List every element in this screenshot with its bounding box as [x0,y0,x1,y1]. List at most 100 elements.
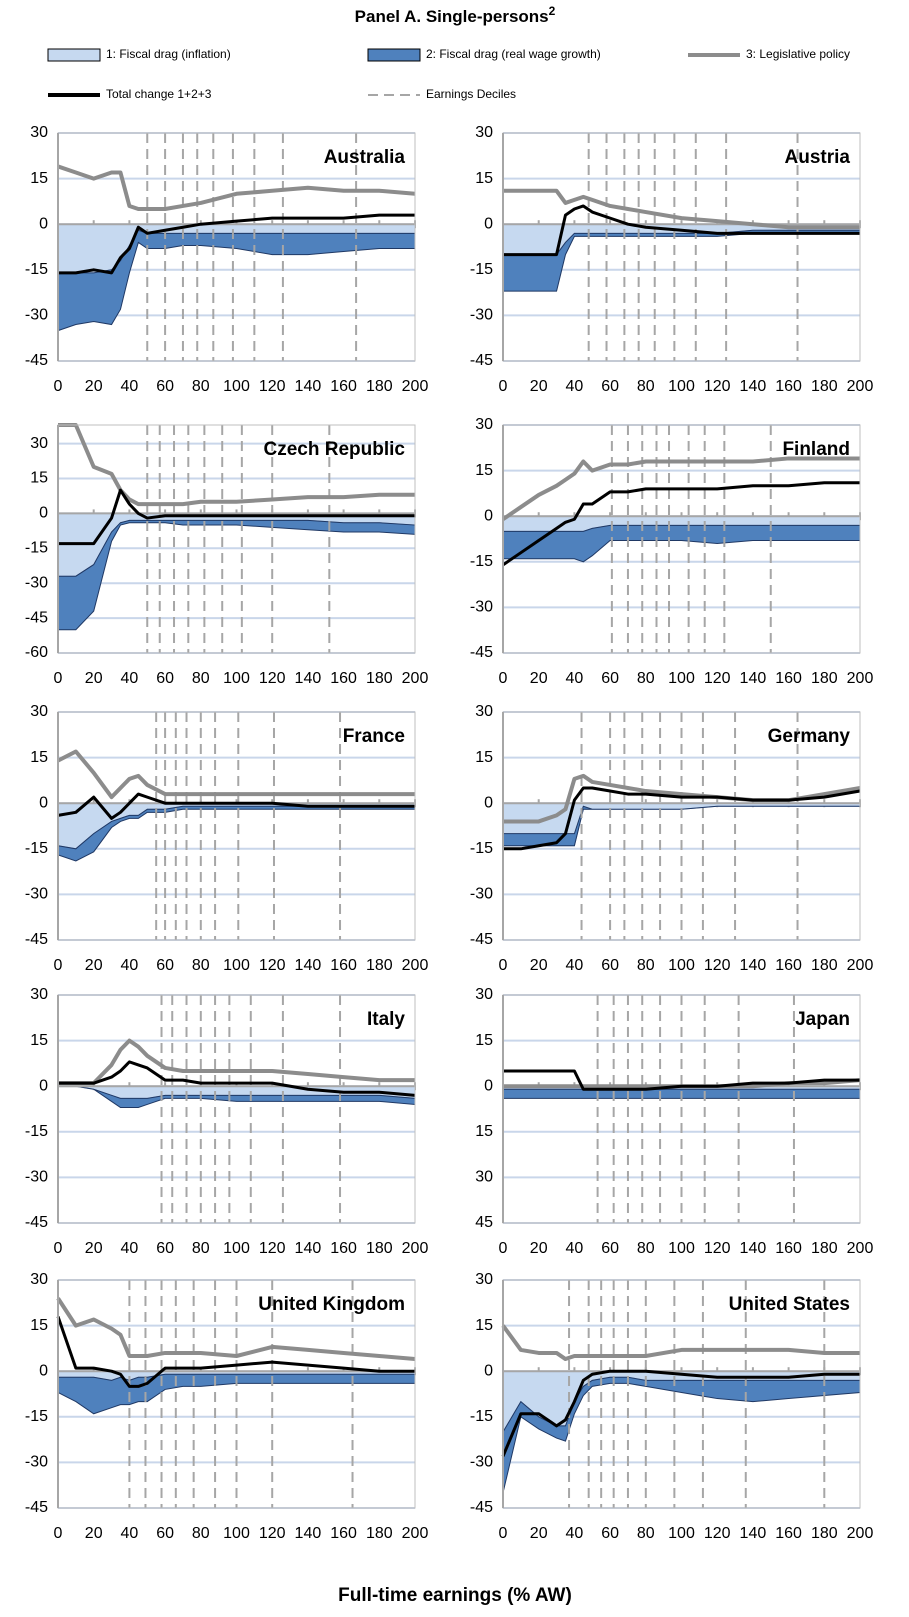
y-tick-label: 15 [30,1032,48,1049]
panel: -45 -30 -15 0 15 30 0 20 40 60 80 100 120 140 160 180 20… [470,124,874,395]
x-tick-label: 120 [259,1240,286,1257]
y-tick-label: 30 [475,703,493,720]
x-tick-label: 160 [775,1525,802,1542]
x-tick-label: 40 [121,957,139,974]
x-tick-label: 60 [156,1240,174,1257]
x-tick-label: 180 [811,670,838,687]
y-tick-label: -30 [25,574,48,591]
y-tick-label: -30 [25,886,48,903]
x-tick-label: 80 [192,1240,210,1257]
y-tick-label: 15 [475,1032,493,1049]
x-tick-label: 160 [330,957,357,974]
x-tick-label: 100 [223,378,250,395]
y-tick-label: -30 [470,886,493,903]
y-tick-label: -60 [25,644,48,661]
legislative-line [503,188,860,230]
y-tick-label: 0 [39,215,48,232]
x-tick-label: 140 [295,1240,322,1257]
legislative-line [56,1297,416,1362]
total-line [501,1369,860,1457]
x-tick-label: 120 [704,1240,731,1257]
y-tick-label: 15 [475,170,493,187]
total-line [56,1315,415,1388]
x-tick-label: 180 [811,1525,838,1542]
total-line [57,792,415,820]
x-tick-label: 140 [740,957,767,974]
y-tick-label: 45 [475,1214,493,1231]
x-tick-label: 40 [566,1240,584,1257]
x-tick-label: 140 [295,1525,322,1542]
y-tick-label: 30 [475,986,493,1003]
legend-label: 1: Fiscal drag (inflation) [106,47,231,61]
x-tick-label: 60 [156,670,174,687]
area-real-wage [502,805,860,847]
y-tick-label: 15 [30,749,48,766]
x-tick-label: 80 [192,670,210,687]
y-tick-label: -15 [25,1123,48,1140]
y-tick-label: -45 [25,931,48,948]
y-tick-label: -30 [470,599,493,616]
x-tick-label: 80 [192,957,210,974]
y-tick-label: -45 [470,644,493,661]
x-tick-label: 20 [530,670,548,687]
x-tick-label: 140 [295,670,322,687]
y-tick-label: 30 [30,1271,48,1288]
x-tick-label: 40 [121,670,139,687]
x-tick-label: 120 [704,957,731,974]
x-tick-label: 100 [223,670,250,687]
x-tick-label: 60 [601,1240,619,1257]
x-tick-label: 180 [366,670,393,687]
legislative-line [58,1038,415,1086]
x-tick-label: 20 [530,957,548,974]
x-tick-label: 140 [740,670,767,687]
x-tick-label: 20 [530,1525,548,1542]
y-tick-label: -45 [470,352,493,369]
y-tick-label: 30 [475,124,493,141]
total-line [503,786,861,851]
legend-swatch [367,48,421,62]
panel-title: France [343,726,405,747]
x-tick-label: 0 [499,670,508,687]
y-tick-label: -45 [25,1499,48,1516]
legend-swatch [47,48,101,62]
x-tick-label: 0 [54,378,63,395]
panel: 45 30 15 0 15 30 0 20 40 60 80 100 120 140 160 180 200 Ja… [475,986,873,1257]
x-tick-label: 120 [704,670,731,687]
y-tick-label: -15 [470,1408,493,1425]
y-tick-label: 15 [475,1123,493,1140]
y-tick-label: 0 [484,507,493,524]
x-tick-label: 140 [740,378,767,395]
y-tick-label: 0 [39,505,48,522]
legislative-line [503,1078,861,1089]
x-tick-label: 100 [668,670,695,687]
panel-title: Germany [768,726,851,747]
x-tick-label: 180 [366,378,393,395]
y-tick-label: 0 [484,1077,493,1094]
y-tick-label: 30 [30,703,48,720]
x-tick-label: 0 [499,378,508,395]
y-tick-label: 30 [475,416,493,433]
x-tick-label: 140 [295,957,322,974]
y-tick-label: 15 [30,470,48,487]
x-tick-label: 20 [530,378,548,395]
panel-title: Italy [367,1009,405,1030]
x-tick-label: 100 [668,378,695,395]
x-tick-label: 0 [499,1240,508,1257]
y-tick-label: 30 [30,986,48,1003]
figure-title: Panel A. Single-persons2 [355,4,556,26]
x-tick-label: 180 [366,957,393,974]
panel-title: United States [729,1294,850,1315]
y-tick-label: 0 [484,1362,493,1379]
y-tick-label: -30 [470,307,493,324]
x-tick-label: 160 [330,670,357,687]
y-tick-label: 0 [39,1362,48,1379]
x-tick-label: 140 [740,1240,767,1257]
y-tick-label: -45 [25,352,48,369]
y-tick-label: -15 [470,553,493,570]
legislative-line [57,749,415,800]
x-tick-label: 80 [637,670,655,687]
panel-title: Japan [795,1009,850,1030]
x-tick-label: 60 [156,957,174,974]
x-tick-label: 40 [566,957,584,974]
x-tick-label: 100 [223,957,250,974]
